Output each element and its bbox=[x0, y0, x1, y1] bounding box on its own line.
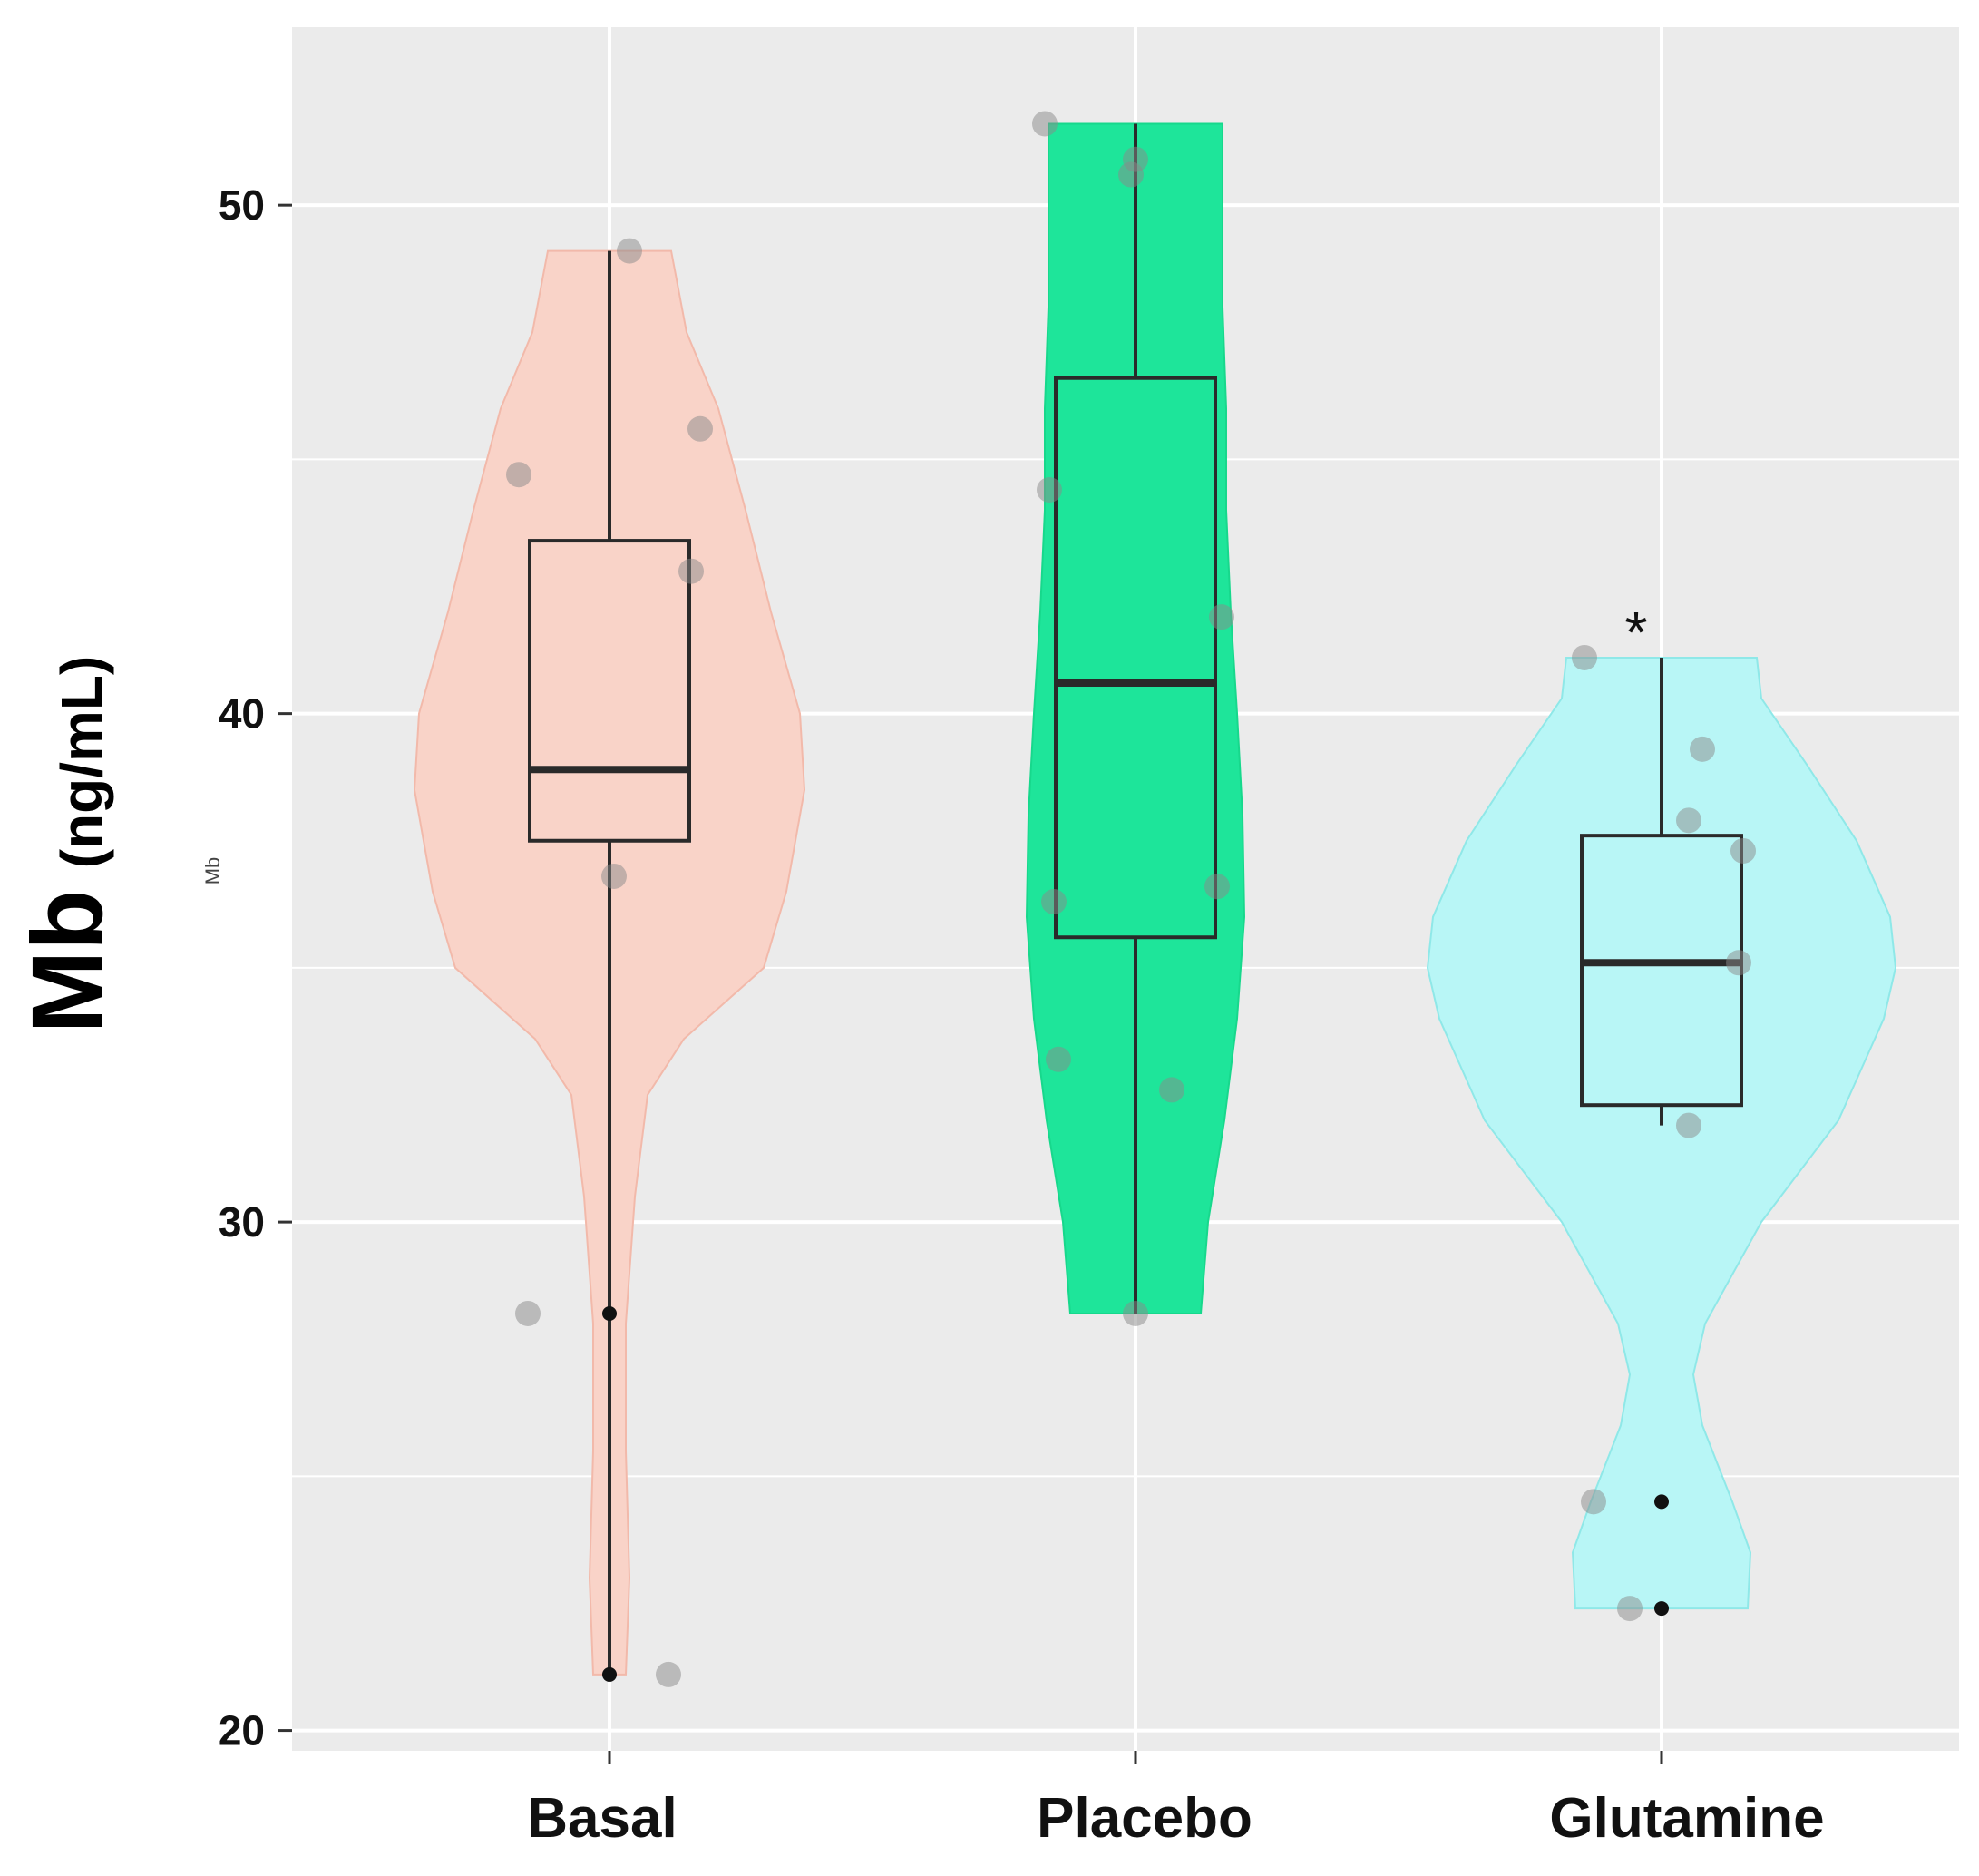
y-axis-title: Mb bbox=[12, 890, 123, 1034]
data-point-placebo bbox=[1209, 604, 1234, 630]
x-axis-ticks: Basal Placebo Glutamine bbox=[527, 1751, 1825, 1850]
x-tick-label: Basal bbox=[527, 1787, 677, 1850]
significance-marker: * bbox=[1625, 600, 1648, 665]
data-point-basal bbox=[687, 415, 713, 442]
data-point-placebo bbox=[1037, 477, 1062, 503]
data-point-placebo bbox=[1204, 874, 1230, 900]
data-point-placebo bbox=[1118, 161, 1144, 188]
box-basal bbox=[528, 539, 691, 843]
data-point-basal bbox=[601, 863, 627, 889]
y-axis-inner-label: Mb bbox=[201, 857, 224, 885]
boxes bbox=[528, 376, 1743, 1108]
data-point-placebo bbox=[1041, 889, 1067, 915]
outlier-point-basal bbox=[602, 1666, 617, 1682]
x-tick-label: Placebo bbox=[1037, 1787, 1253, 1850]
data-point-glutamine bbox=[1690, 736, 1715, 762]
x-tick-label: Glutamine bbox=[1549, 1787, 1824, 1850]
data-point-basal bbox=[656, 1661, 681, 1687]
data-point-glutamine bbox=[1730, 837, 1756, 864]
data-point-placebo bbox=[1032, 111, 1058, 137]
violin-glutamine bbox=[1426, 657, 1897, 1610]
y-axis-unit: (ng/mL) bbox=[49, 656, 114, 869]
box-glutamine bbox=[1580, 834, 1743, 1108]
data-point-glutamine bbox=[1572, 644, 1597, 670]
y-tick-label: 30 bbox=[219, 1198, 265, 1246]
data-point-basal bbox=[506, 462, 531, 488]
data-point-placebo bbox=[1123, 1300, 1148, 1326]
data-point-basal bbox=[515, 1300, 541, 1326]
outlier-point-glutamine bbox=[1654, 1494, 1669, 1510]
y-tick-label: 20 bbox=[219, 1707, 265, 1754]
data-point-placebo bbox=[1159, 1077, 1184, 1103]
data-point-glutamine bbox=[1676, 1112, 1701, 1138]
annotations: * bbox=[1625, 600, 1648, 665]
data-point-glutamine bbox=[1581, 1489, 1606, 1515]
box-placebo bbox=[1054, 376, 1217, 940]
outlier-point-basal bbox=[602, 1305, 617, 1321]
outlier-points bbox=[602, 1305, 1669, 1682]
outlier-point-glutamine bbox=[1654, 1601, 1669, 1617]
data-point-glutamine bbox=[1726, 950, 1751, 976]
data-point-glutamine bbox=[1676, 807, 1701, 834]
data-point-glutamine bbox=[1617, 1596, 1643, 1622]
y-tick-label: 40 bbox=[219, 690, 265, 738]
data-point-basal bbox=[617, 238, 642, 264]
y-axis-ticks: 20 30 40 50 bbox=[219, 181, 292, 1754]
data-point-placebo bbox=[1046, 1046, 1071, 1072]
jitter-points bbox=[506, 111, 1756, 1687]
y-tick-label: 50 bbox=[219, 181, 265, 229]
data-point-basal bbox=[678, 558, 704, 584]
